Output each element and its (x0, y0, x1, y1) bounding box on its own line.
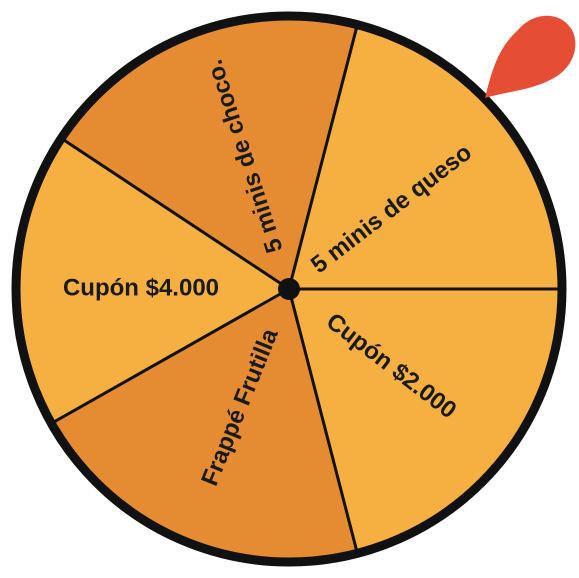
segment-divider (287, 27, 359, 290)
wheel-hub[interactable] (278, 278, 300, 300)
wheel-rim (11, 11, 567, 567)
segment-divider (53, 287, 290, 424)
wheel-segment (54, 289, 357, 559)
segment-divider (287, 288, 359, 551)
pointer-marker (485, 15, 576, 99)
wheel-segment (63, 19, 357, 289)
wheel-segment (289, 289, 559, 551)
segment-divider (63, 138, 290, 291)
wheel-segment (18, 139, 289, 422)
segment-label: Cupón $4.000 (63, 274, 219, 301)
wheel-segment (289, 27, 559, 289)
